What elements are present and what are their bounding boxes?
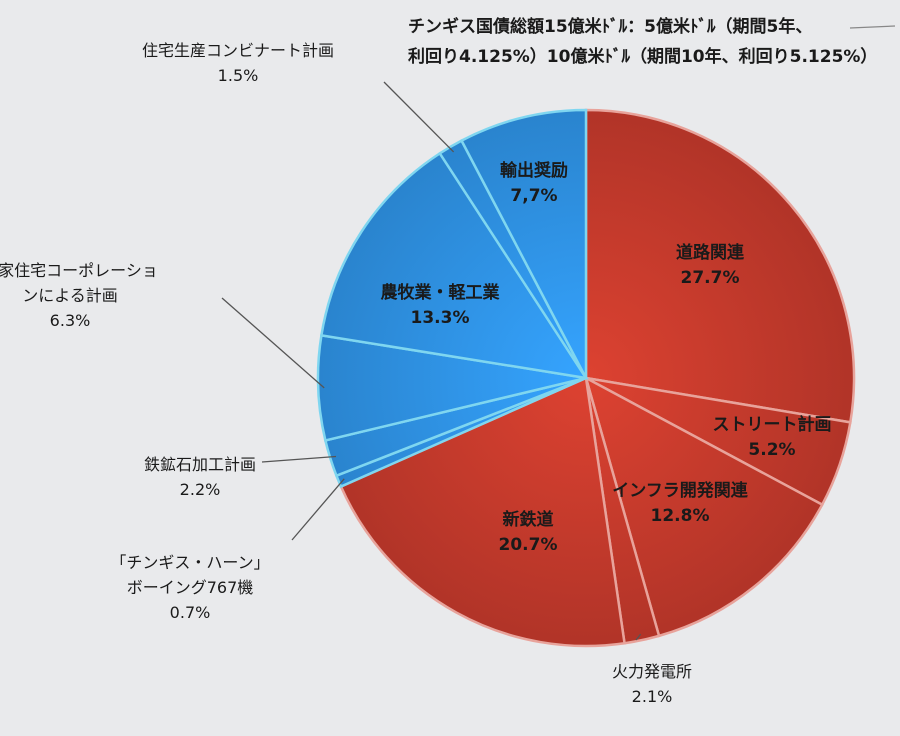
slice-name-label: 鉄鉱石加工計画	[144, 455, 256, 474]
slice-name-label: 火力発電所	[612, 662, 692, 681]
slice-name-label: ストリート計画	[713, 414, 832, 435]
slice-name-label: ボーイング767機	[127, 578, 254, 597]
slice-name-label: ンによる計画	[22, 286, 118, 305]
slice-value-label: 0.7%	[170, 603, 211, 622]
slice-value-label: 20.7%	[499, 535, 558, 555]
leader-line	[221, 297, 325, 389]
slice-name-label: 道路関連	[676, 242, 745, 263]
slice-name-label: 「チンギス・ハーン」	[110, 553, 269, 572]
slice-value-label: 7,7%	[510, 186, 557, 206]
pie-slice	[459, 108, 588, 379]
pie-slice	[339, 376, 626, 648]
chart-title-line: 利回り4.125%）10億米ﾄﾞﾙ（期間10年、利回り5.125%）	[408, 46, 877, 67]
slice-value-label: 13.3%	[411, 308, 470, 328]
slice-value-label: 2.2%	[180, 480, 221, 499]
pie-slices	[316, 108, 856, 648]
chart-title-line: チンギス国債総額15億米ﾄﾞﾙ：5億米ﾄﾞﾙ（期間5年、	[408, 16, 812, 37]
slice-name-label: 農牧業・軽工業	[381, 282, 500, 303]
pie-slice	[584, 108, 856, 424]
pie-slice	[319, 151, 589, 380]
slice-labels: 道路関連 27.7% ストリート計画 5.2%インフラ開発関連 12.8% 火力発電所 2.…	[0, 41, 832, 706]
chart-title: チンギス国債総額15億米ﾄﾞﾙ：5億米ﾄﾞﾙ（期間5年、利回り4.125%）10…	[408, 16, 896, 67]
slice-value-label: 5.2%	[748, 440, 795, 460]
slice-name-label: 新鉄道	[503, 509, 554, 530]
title-rule	[849, 25, 896, 29]
slice-value-label: 12.8%	[651, 506, 710, 526]
leader-line	[261, 455, 337, 463]
slice-value-label: 27.7%	[681, 268, 740, 288]
leader-line	[383, 81, 455, 153]
slice-value-label: 6.3%	[50, 311, 91, 330]
slice-name-label: 輸出奨励	[500, 160, 568, 181]
slice-name-label: インフラ開発関連	[612, 480, 748, 501]
leader-lines	[221, 81, 642, 641]
slice-name-label: 住宅生産コンビナート計画	[142, 41, 334, 60]
slice-name-label: 国家住宅コーポレーショ	[0, 261, 158, 280]
leader-line	[635, 633, 642, 641]
slice-value-label: 1.5%	[218, 66, 259, 85]
pie-slice	[583, 375, 824, 638]
leader-line	[291, 478, 345, 541]
slice-value-label: 2.1%	[632, 687, 673, 706]
